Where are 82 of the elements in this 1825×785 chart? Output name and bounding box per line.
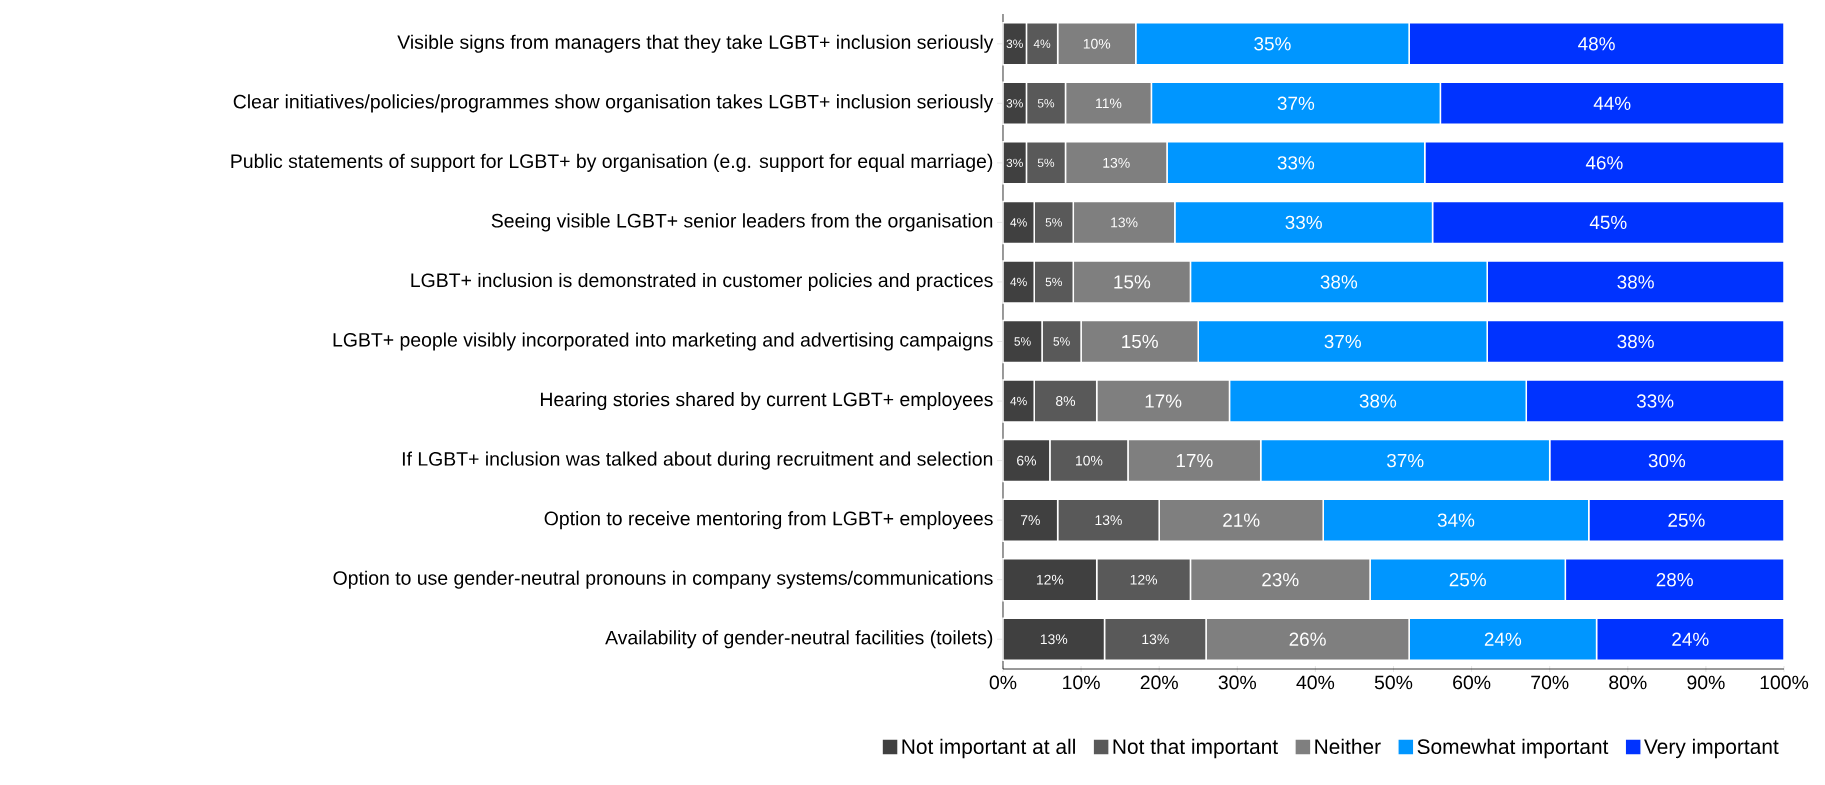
data-label: 24%	[1484, 632, 1522, 646]
y-tick-label: Seeing visible LGBT+ senior leaders from the organisation	[491, 213, 993, 232]
data-label: 13%	[1103, 157, 1130, 168]
x-tick-label: 90%	[1687, 675, 1725, 690]
data-label: 17%	[1176, 453, 1213, 468]
legend-label: Very important	[1644, 738, 1779, 759]
data-label: 4%	[1010, 277, 1027, 287]
data-label: 38%	[1320, 275, 1358, 289]
y-tick-label: LGBT+ people visibly incorporated into marketing and advertising campaigns	[333, 332, 993, 351]
data-label: 5%	[1014, 337, 1031, 346]
y-tick-label: Public statements of support for LGBT+ by organisation (e.g. support for equal marriage)	[231, 153, 993, 172]
data-label: 13%	[1111, 217, 1138, 228]
data-label: 6%	[1017, 455, 1037, 466]
data-label: 33%	[1277, 156, 1315, 170]
x-tick-label: 50%	[1374, 675, 1413, 690]
data-label: 25%	[1449, 572, 1486, 587]
data-label: 10%	[1083, 38, 1111, 49]
data-label: 33%	[1285, 215, 1322, 230]
data-label: 38%	[1617, 275, 1654, 289]
data-label: 3%	[1006, 99, 1023, 108]
y-tick-label: LGBT+ inclusion is demonstrated in customer policies and practices	[411, 272, 993, 292]
data-label: 15%	[1114, 275, 1151, 289]
data-label: 37%	[1387, 453, 1424, 468]
data-label: 33%	[1636, 394, 1674, 408]
legend-label: Somewhat important	[1417, 738, 1609, 759]
data-label: 48%	[1578, 37, 1615, 51]
data-label: 3%	[1006, 39, 1023, 48]
data-label: 30%	[1648, 453, 1686, 468]
data-label: 37%	[1277, 96, 1315, 111]
data-label: 3%	[1006, 158, 1023, 168]
data-label: 4%	[1010, 218, 1027, 227]
legend-label: Neither	[1315, 738, 1381, 755]
data-label: 7%	[1020, 515, 1040, 526]
data-label: 26%	[1289, 632, 1326, 646]
data-label: 38%	[1617, 334, 1654, 349]
legend-label: Not that important	[1113, 738, 1278, 759]
x-tick-label: 80%	[1609, 675, 1647, 690]
data-label: 44%	[1593, 96, 1631, 110]
legend-label: Not important at all	[902, 738, 1075, 759]
data-label: 4%	[1010, 396, 1027, 406]
data-label: 24%	[1672, 632, 1709, 646]
y-tick-label: Hearing stories shared by current LGBT+ employees	[541, 392, 993, 411]
y-tick-label: If LGBT+ inclusion was talked about during recruitment and selection	[402, 451, 993, 470]
data-label: 5%	[1053, 337, 1070, 346]
data-label: 23%	[1262, 572, 1299, 587]
data-label: 25%	[1668, 513, 1705, 527]
data-label: 34%	[1437, 513, 1475, 527]
y-tick-label: Availability of gender-neutral facilities (toilets)	[605, 630, 993, 649]
data-label: 12%	[1130, 574, 1158, 585]
data-label: 15%	[1122, 334, 1158, 349]
data-label: 5%	[1037, 158, 1055, 168]
data-label: 8%	[1056, 396, 1076, 406]
x-tick-label: 100%	[1760, 675, 1809, 690]
x-tick-label: 70%	[1531, 675, 1569, 690]
x-tick-label: 40%	[1296, 675, 1335, 690]
data-label: 46%	[1585, 156, 1623, 170]
data-label: 11%	[1096, 98, 1122, 109]
data-label: 5%	[1045, 277, 1062, 287]
y-tick-label: Visible signs from managers that they take LGBT+ inclusion seriously	[397, 34, 994, 53]
data-label: 5%	[1045, 218, 1062, 227]
data-label: 21%	[1223, 513, 1260, 527]
data-label: 28%	[1656, 572, 1693, 587]
data-label: 13%	[1095, 515, 1122, 526]
y-tick-label: Clear initiatives/policies/programmes show organisation takes LGBT+ inclusion seriously	[233, 94, 994, 113]
data-label: 35%	[1254, 37, 1291, 51]
data-label: 37%	[1324, 334, 1361, 349]
data-label: 10%	[1076, 455, 1103, 466]
y-tick-label: Option to receive mentoring from LGBT+ employees	[544, 511, 993, 530]
data-label: 4%	[1033, 39, 1051, 48]
x-tick-label: 10%	[1063, 675, 1100, 690]
data-label: 45%	[1589, 215, 1627, 230]
x-tick-label: 30%	[1218, 675, 1257, 690]
data-label: 38%	[1359, 394, 1397, 408]
data-label: 13%	[1142, 634, 1169, 645]
x-tick-label: 60%	[1453, 675, 1491, 690]
y-tick-label: Option to use gender-neutral pronouns in company systems/communications	[333, 570, 993, 589]
data-label: 12%	[1036, 574, 1064, 585]
x-tick-label: 20%	[1140, 675, 1178, 690]
x-tick-label: 0%	[989, 675, 1017, 690]
data-label: 17%	[1145, 394, 1182, 408]
data-label: 5%	[1037, 99, 1055, 108]
data-label: 13%	[1040, 634, 1068, 645]
